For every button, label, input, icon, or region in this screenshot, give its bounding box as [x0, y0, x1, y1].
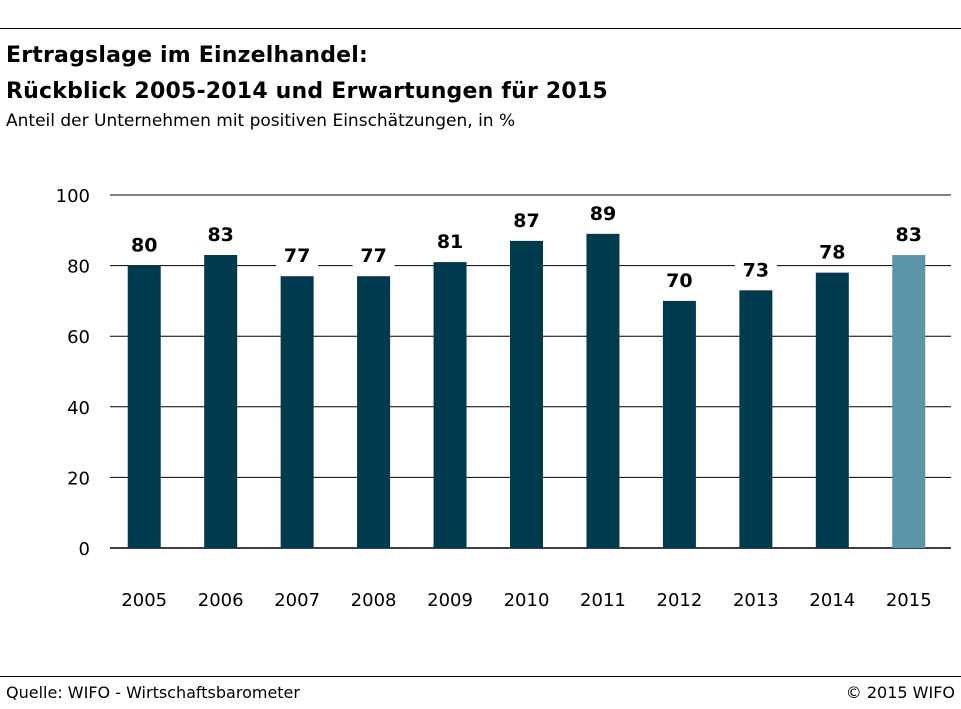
y-tick-label-60: 60 [67, 327, 90, 348]
bar-2007 [280, 276, 314, 548]
bar-2008 [357, 276, 391, 548]
value-label-bg-2008 [352, 244, 395, 269]
x-tick-label-2013: 2013 [733, 590, 779, 611]
y-tick-label-0: 0 [79, 539, 90, 560]
bar-2010 [510, 240, 543, 548]
value-label-2010: 87 [513, 210, 539, 232]
value-label-2005: 80 [131, 235, 157, 257]
bar-2014 [815, 272, 849, 548]
value-label-bg-2014 [811, 240, 854, 265]
value-label-bg-2010 [505, 208, 548, 233]
value-label-2013: 73 [743, 259, 769, 281]
y-tick-label-20: 20 [67, 468, 90, 489]
value-label-bg-2007 [276, 244, 319, 269]
bar-2009 [433, 262, 467, 548]
bar-2005 [127, 265, 161, 548]
title-line-2: Rückblick 2005-2014 und Erwartungen für … [6, 79, 608, 104]
copyright-note: © 2015 WIFO [845, 683, 955, 702]
bar-2006 [204, 255, 238, 548]
value-label-2009: 81 [437, 231, 463, 253]
value-label-2011: 89 [590, 203, 616, 225]
value-label-bg-2015 [887, 223, 930, 248]
x-tick-label-2006: 2006 [198, 590, 244, 611]
x-tick-label-2005: 2005 [121, 590, 167, 611]
value-label-bg-2013 [734, 258, 777, 283]
bottom-rule [0, 676, 961, 677]
x-tick-label-2015: 2015 [886, 590, 932, 611]
top-rule [0, 28, 961, 29]
x-tick-label-2007: 2007 [274, 590, 320, 611]
value-label-bg-2011 [581, 201, 624, 226]
value-label-2012: 70 [666, 270, 692, 292]
y-tick-label-40: 40 [67, 398, 90, 419]
chart-subtitle: Anteil der Unternehmen mit positiven Ein… [6, 111, 516, 131]
value-label-2015: 83 [896, 224, 922, 246]
x-tick-label-2008: 2008 [351, 590, 397, 611]
y-tick-label-100: 100 [56, 186, 90, 207]
x-tick-label-2009: 2009 [427, 590, 473, 611]
bar-2011 [586, 233, 620, 548]
value-label-2007: 77 [284, 245, 310, 267]
bar-2013 [739, 290, 773, 548]
value-label-bg-2005 [123, 233, 166, 258]
value-label-bg-2009 [429, 230, 472, 255]
value-label-2014: 78 [819, 242, 845, 264]
value-label-bg-2012 [658, 268, 701, 293]
x-tick-label-2011: 2011 [580, 590, 626, 611]
x-tick-label-2010: 2010 [504, 590, 550, 611]
value-label-2008: 77 [360, 245, 386, 267]
title-line-1: Ertragslage im Einzelhandel: [6, 43, 369, 68]
y-tick-label-80: 80 [67, 257, 90, 278]
value-label-2006: 83 [207, 224, 233, 246]
bar-chart: 0 20 40 60 80 100 80 2005 83 2006 77 2007 77 2008 81 20… [56, 186, 951, 611]
x-tick-label-2014: 2014 [809, 590, 855, 611]
value-label-bg-2006 [199, 223, 242, 248]
source-note: Quelle: WIFO - Wirtschaftsbarometer [6, 683, 300, 702]
bar-2012 [662, 300, 696, 548]
bar-2015 [892, 255, 926, 548]
x-tick-label-2012: 2012 [657, 590, 703, 611]
chart-title: Ertragslage im Einzelhandel: Rückblick 2… [6, 38, 608, 110]
